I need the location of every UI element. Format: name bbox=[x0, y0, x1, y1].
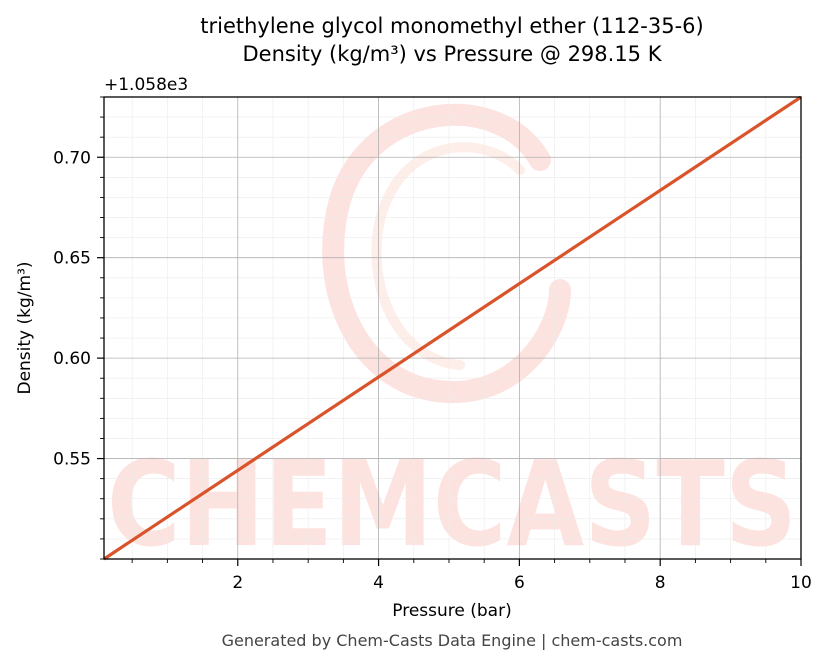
watermark-swirl-inner bbox=[371, 142, 525, 370]
y-axis: 0.55 0.60 0.65 0.70 bbox=[53, 96, 104, 560]
plot-frame bbox=[103, 96, 802, 560]
x-tick-label: 8 bbox=[655, 573, 666, 593]
series-line bbox=[103, 95, 802, 561]
y-tick-label: 0.70 bbox=[53, 148, 91, 168]
x-tick-label: 2 bbox=[232, 573, 243, 593]
x-tick-label: 10 bbox=[790, 573, 812, 593]
watermark-swirl bbox=[322, 103, 571, 404]
y-tick-label: 0.55 bbox=[53, 450, 91, 470]
x-tick-label: 4 bbox=[373, 573, 384, 593]
x-tick-label: 6 bbox=[514, 573, 525, 593]
major-grid bbox=[104, 97, 801, 559]
y-tick-label: 0.65 bbox=[53, 249, 91, 269]
watermark: CHEMCASTS bbox=[107, 103, 797, 573]
chart-subtitle: Density (kg/m³) vs Pressure @ 298.15 K bbox=[242, 42, 662, 66]
chart-title: triethylene glycol monomethyl ether (112… bbox=[200, 14, 703, 38]
watermark-text: CHEMCASTS bbox=[107, 435, 797, 573]
y-axis-label: Density (kg/m³) bbox=[15, 261, 35, 394]
x-axis-label: Pressure (bar) bbox=[392, 601, 511, 621]
y-offset-label: +1.058e3 bbox=[104, 75, 188, 95]
series-layer bbox=[103, 95, 802, 561]
x-axis: 2 4 6 8 10 bbox=[131, 559, 812, 593]
y-tick-label: 0.60 bbox=[53, 349, 91, 369]
minor-grid bbox=[104, 97, 801, 559]
footer-credit: Generated by Chem-Casts Data Engine | ch… bbox=[222, 631, 683, 650]
